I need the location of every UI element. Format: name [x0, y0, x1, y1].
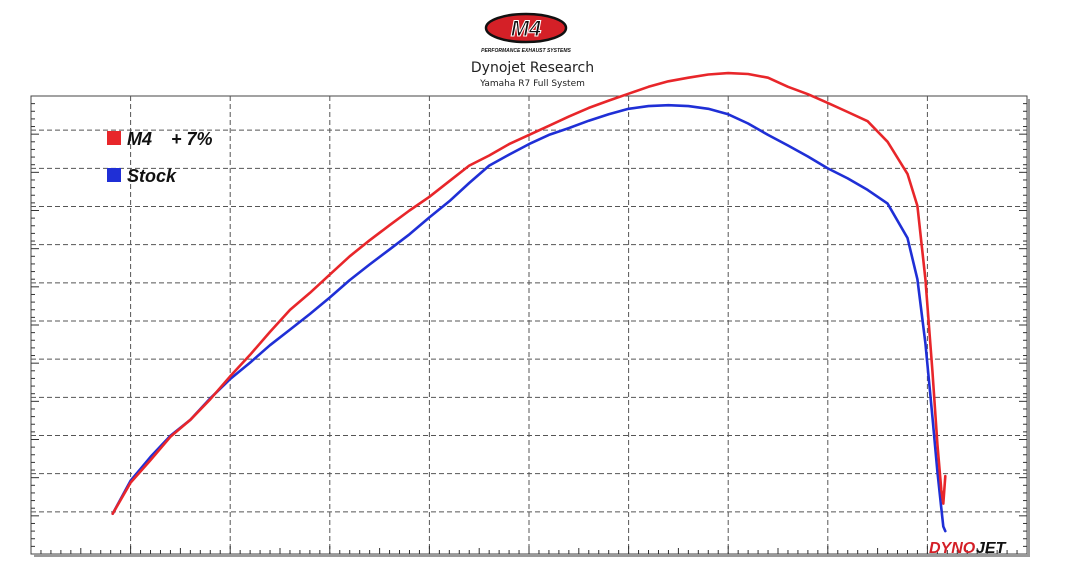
grid [31, 96, 1027, 554]
logo-text: M4 [511, 16, 542, 41]
chart-title: Dynojet Research [470, 60, 595, 76]
chart-subtitle: Yamaha R7 Full System [480, 79, 585, 89]
watermark-dyno: DYNO [929, 540, 976, 557]
legend-swatch-m4 [107, 131, 121, 145]
series-line-m4 [111, 71, 947, 515]
series-lines [111, 71, 947, 533]
legend-annotation-m4: + 7% [171, 129, 213, 149]
legend-label-m4: M4 [127, 129, 152, 149]
watermark-jet: JET [976, 540, 1007, 557]
plot-frame-shadow-right [1027, 99, 1030, 557]
plot-frame-shadow-bottom [34, 554, 1030, 557]
dynojet-watermark: DYNO JET [929, 540, 1007, 557]
legend-label-stock: Stock [127, 166, 177, 186]
legend: M4 + 7% Stock [107, 129, 213, 186]
logo-ellipse [484, 12, 568, 44]
series-line-stock [111, 103, 947, 533]
tick-marks [31, 103, 1027, 554]
m4-logo: M4 PERFORMANCE EXHAUST SYSTEMS [481, 12, 572, 54]
logo-tagline: PERFORMANCE EXHAUST SYSTEMS [481, 48, 571, 54]
legend-swatch-stock [107, 168, 121, 182]
